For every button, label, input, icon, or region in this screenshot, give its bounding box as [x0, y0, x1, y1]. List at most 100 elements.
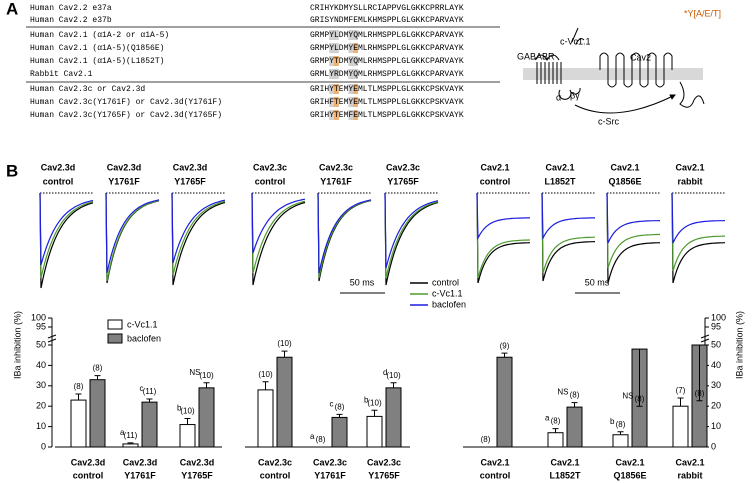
- bar: [385, 387, 402, 448]
- diagram-label: Cav2: [630, 52, 651, 62]
- significance-label: d: [383, 368, 387, 377]
- sequence-name: Human Cav2.2 e37b: [30, 16, 112, 25]
- current-trace: [317, 192, 372, 279]
- significance-label: NS: [557, 388, 568, 397]
- sequence: GRIHFTEMYEMLTLMSPPLGLGKKCPSKVAYK: [310, 98, 464, 107]
- error-bar: [636, 349, 643, 407]
- bar: [70, 399, 87, 448]
- current-trace: [671, 192, 726, 284]
- n-label: (10): [199, 371, 214, 380]
- legend-label: baclofen: [432, 299, 466, 309]
- current-trace: [105, 192, 160, 274]
- legend-label: control: [432, 277, 459, 287]
- current-trace: [39, 192, 94, 266]
- current-trace: [317, 192, 372, 274]
- schematic: [523, 27, 705, 114]
- trace-label: control: [480, 176, 511, 186]
- diagram-label: GABABR: [517, 51, 555, 61]
- x-tick-label: Y1765F: [181, 470, 213, 480]
- bar: [366, 415, 383, 448]
- error-bar: [390, 382, 397, 388]
- bar: [566, 406, 583, 448]
- current-trace: [384, 192, 439, 279]
- y-tick-label: 95: [711, 321, 721, 331]
- current-trace: [251, 192, 306, 254]
- trace-label: Cav2.3d: [107, 162, 142, 172]
- error-bar: [203, 382, 210, 388]
- trace-label: control: [43, 176, 74, 186]
- x-tick-label: rabbit: [677, 470, 702, 480]
- significance-label: a: [120, 428, 125, 437]
- n-label: (7): [676, 386, 686, 395]
- y-tick-label: 20: [711, 401, 721, 411]
- legend-label: baclofen: [127, 333, 161, 343]
- current-trace: [541, 192, 595, 274]
- trace-label: rabbit: [677, 176, 702, 186]
- n-label: (8): [635, 394, 645, 403]
- error-bar: [184, 417, 191, 425]
- sequence-name: Human Cav2.3c(Y1765F) or Cav2.3d(Y1765F): [30, 111, 222, 120]
- axis-break: [700, 334, 710, 343]
- significance-label: b: [364, 395, 369, 404]
- highlight: [348, 30, 358, 40]
- current-trace: [251, 192, 306, 274]
- sequence: GRMPYLDMYQMLRHMSPPLGLGKKCPARVAYK: [310, 31, 464, 40]
- trace-label: Y1761F: [320, 176, 352, 186]
- significance-label: a: [545, 414, 550, 423]
- sequence-name: Rabbit Cav2.1: [30, 70, 93, 79]
- n-label: (8): [93, 364, 103, 373]
- error-bar: [571, 402, 578, 408]
- y-tick-label: 40: [36, 360, 46, 370]
- trace-label: control: [255, 176, 286, 186]
- highlight: [334, 56, 339, 66]
- diagram-label: α: [556, 92, 561, 102]
- y-tick-label: 10: [36, 421, 46, 431]
- n-label: (8): [74, 382, 84, 391]
- x-tick-label: Cav2.3d: [180, 457, 215, 467]
- current-trace: [39, 192, 94, 289]
- trace-label: Cav2.1: [675, 162, 704, 172]
- y-tick-label: 100: [31, 312, 46, 322]
- current-trace: [606, 192, 661, 269]
- trace-label: Y1765F: [387, 176, 419, 186]
- significance-label: NS: [622, 391, 633, 400]
- x-tick-label: L1852T: [549, 470, 581, 480]
- highlight: [329, 43, 339, 53]
- x-tick-label: control: [480, 470, 511, 480]
- x-tick-label: Cav2.1: [480, 457, 509, 467]
- current-trace: [317, 192, 372, 282]
- panel-label: A: [6, 0, 18, 18]
- y-axis-title: IBa inhibition (%): [734, 311, 744, 379]
- trace-label: Cav2.1: [610, 162, 639, 172]
- bar: [141, 401, 158, 448]
- x-tick-label: Cav2.3d: [123, 457, 158, 467]
- y-tick-label: 20: [36, 401, 46, 411]
- n-label: (9): [500, 341, 510, 350]
- current-trace: [476, 192, 531, 284]
- bar: [496, 356, 513, 448]
- current-trace: [606, 192, 661, 244]
- x-tick-label: Cav2.1: [615, 457, 644, 467]
- current-trace: [606, 192, 661, 284]
- y-tick-label: 0: [711, 441, 716, 451]
- trace-label: Cav2.3c: [253, 162, 287, 172]
- trace-label: Y1761F: [108, 176, 140, 186]
- n-label: (10): [367, 398, 382, 407]
- y-tick-label: 50: [711, 339, 721, 349]
- y-tick-label: 100: [711, 312, 726, 322]
- trace-label: Cav2.3c: [319, 162, 353, 172]
- n-label: (10): [277, 339, 292, 348]
- current-trace: [476, 192, 530, 241]
- n-label: (8): [551, 417, 561, 426]
- error-bar: [552, 428, 559, 433]
- x-tick-label: Cav2.3c: [258, 457, 292, 467]
- highlight: [329, 30, 339, 40]
- error-bar: [262, 381, 269, 390]
- diagram-label: c-Vc1.1: [560, 36, 591, 46]
- current-trace: [671, 192, 726, 244]
- trace-label: Cav2.3d: [41, 162, 76, 172]
- highlight: [334, 84, 339, 94]
- bar: [612, 434, 629, 448]
- n-label: (8): [316, 435, 326, 444]
- x-tick-label: Cav2.3c: [367, 457, 401, 467]
